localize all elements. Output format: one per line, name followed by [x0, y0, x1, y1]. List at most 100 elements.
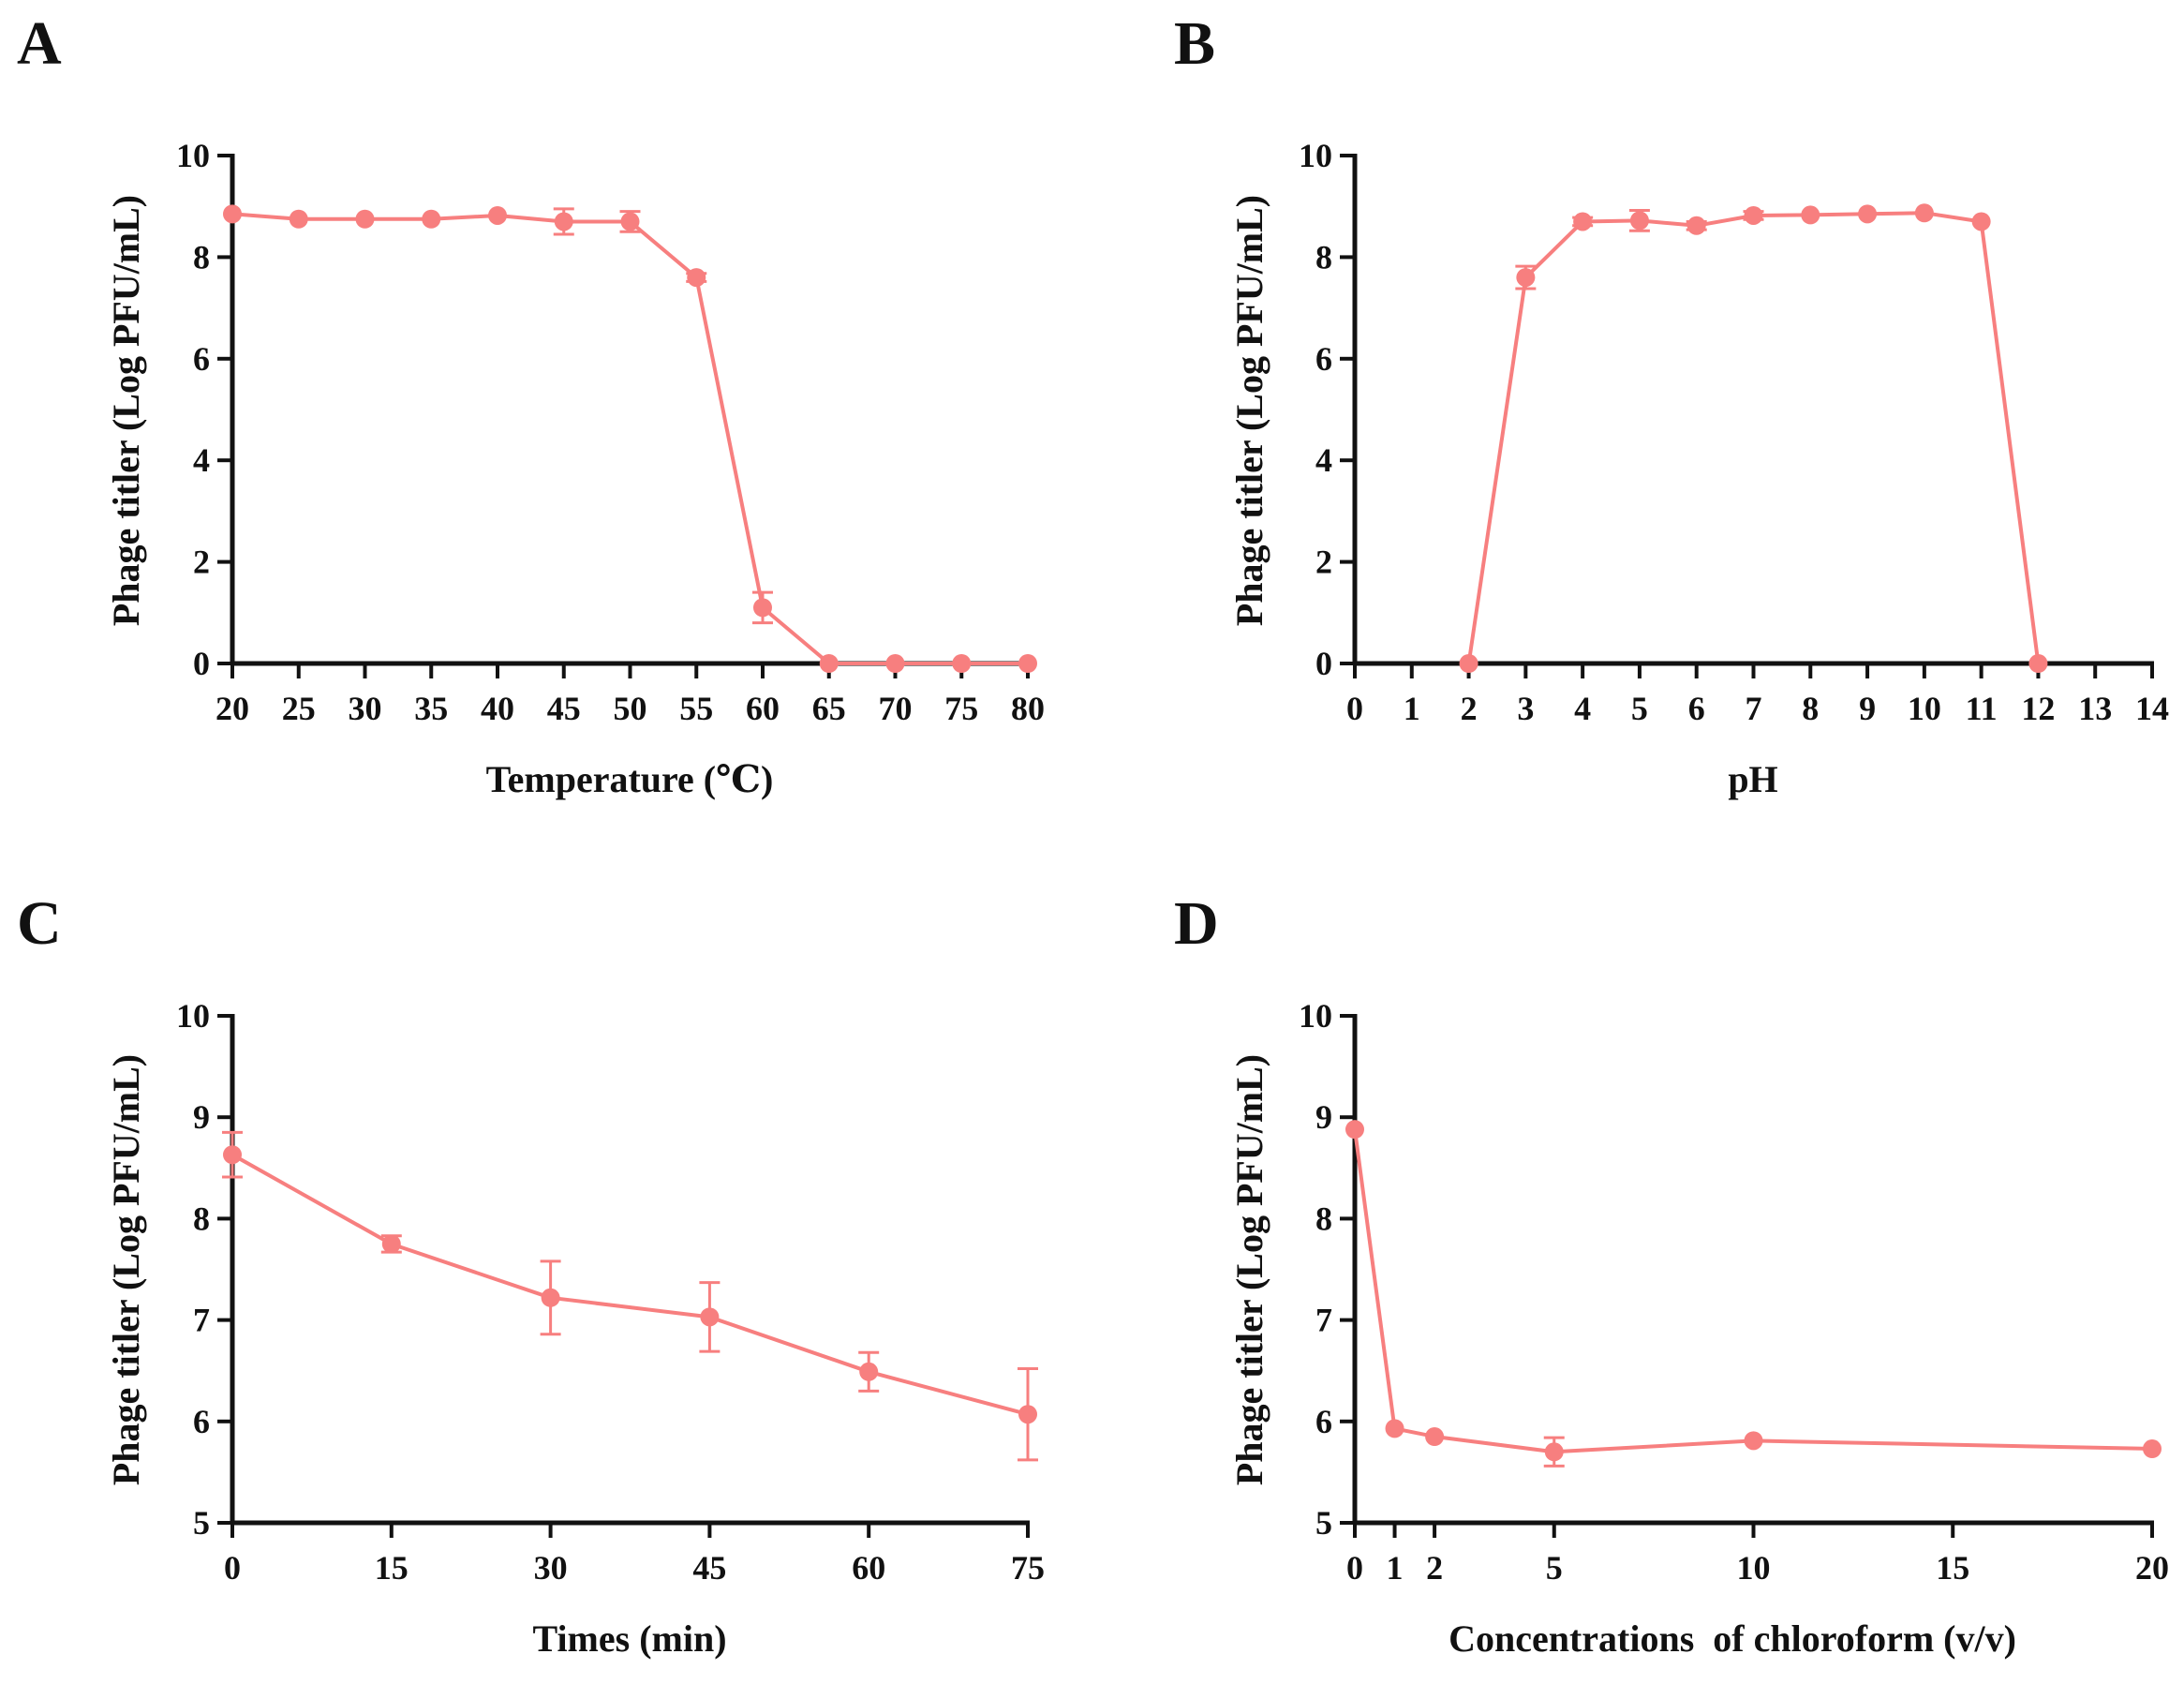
panel-d-data-point — [1744, 1431, 1763, 1451]
panel-a-data-point — [753, 598, 772, 618]
panel-c-data-point — [859, 1362, 879, 1381]
panel-c-letter: C — [17, 889, 62, 958]
panel-b-data-point — [2028, 654, 2048, 673]
panel-b-series-line — [1466, 211, 2041, 664]
panel-b-x-tick-label: 1 — [1404, 690, 1420, 727]
panel-a-x-tick-label: 35 — [414, 690, 448, 727]
panel-b-y-tick-label: 6 — [1315, 340, 1332, 378]
panel-b-x-tick-label: 7 — [1746, 690, 1762, 727]
panel-a-x-tick-label: 40 — [481, 690, 514, 727]
panel-a-data-point — [223, 204, 242, 224]
panel-d-series-line — [1353, 1128, 2153, 1454]
panel-d-y-tick-label: 5 — [1315, 1504, 1332, 1542]
panel-c-y-tick-label: 5 — [193, 1504, 210, 1542]
panel-a-x-axis-title: Temperature (℃) — [486, 758, 774, 800]
panel-a-x-tick-label: 75 — [944, 690, 978, 727]
panel-b-x-tick-label: 6 — [1688, 690, 1705, 727]
panel-d-y-tick-label: 8 — [1315, 1200, 1332, 1237]
panel-d-data-point — [1544, 1442, 1564, 1462]
panel-a-data-point — [952, 654, 972, 673]
panel-d-y-tick-label: 7 — [1315, 1302, 1332, 1339]
panel-a-y-tick-label: 2 — [193, 544, 210, 581]
panel-a-data-point — [422, 209, 441, 229]
panel-d-x-tick-label: 15 — [1936, 1549, 1969, 1587]
panel-b-letter: B — [1174, 9, 1215, 78]
panel-a: A 0 2 4 6 8 10 20 25 30 35 40 45 50 55 60 65 70 75 80 Temp… — [17, 9, 1045, 800]
panel-a-x-tick-label: 65 — [812, 690, 846, 727]
panel-c-y-tick-label: 9 — [193, 1098, 210, 1136]
panel-c-x-tick-label: 60 — [852, 1549, 885, 1587]
panel-c-y-tick-label: 6 — [193, 1403, 210, 1440]
panel-a-x-tick-label: 60 — [746, 690, 780, 727]
panel-b-data-point — [1573, 212, 1593, 231]
panel-b-data-point — [1686, 216, 1706, 235]
panel-b-y-tick-label: 8 — [1315, 238, 1332, 276]
panel-b-x-tick-label: 8 — [1802, 690, 1819, 727]
panel-b-x-axis-title: pH — [1728, 758, 1777, 800]
panel-a-y-tick-label: 10 — [176, 137, 210, 174]
panel-b-y-tick-label: 2 — [1315, 544, 1332, 581]
panel-b-x-tick-label: 5 — [1631, 690, 1648, 727]
panel-a-data-point — [620, 212, 640, 231]
panel-d-x-tick-label: 1 — [1387, 1549, 1404, 1587]
panel-a-letter: A — [17, 9, 62, 78]
panel-b-y-tick-label: 4 — [1315, 441, 1332, 479]
panel-b-y-tick-label: 10 — [1299, 137, 1332, 174]
panel-a-y-tick-label: 4 — [193, 441, 210, 479]
panel-a-data-point — [488, 205, 507, 225]
panel-d-y-tick-label: 6 — [1315, 1403, 1332, 1440]
panel-a-x-tick-label: 30 — [349, 690, 382, 727]
panel-a-x-tick-label: 25 — [282, 690, 316, 727]
panel-a-data-point — [1018, 654, 1037, 673]
panel-b-data-point — [1744, 205, 1763, 225]
panel-c-data-point — [381, 1234, 401, 1254]
panel-a-y-tick-label: 6 — [193, 340, 210, 378]
panel-b-y-tick-label: 0 — [1315, 645, 1332, 682]
panel-d-x-axis-title: Concentrations of chloroform (v/v) — [1449, 1617, 2016, 1660]
panel-a-series-line — [231, 212, 1028, 665]
panel-a-data-point — [885, 654, 905, 673]
panel-b-x-tick-label: 4 — [1574, 690, 1591, 727]
panel-b-x-tick-label: 10 — [1908, 690, 1941, 727]
panel-c-data-point — [1018, 1405, 1037, 1424]
panel-b-x-tick-label: 14 — [2135, 690, 2169, 727]
panel-a-x-tick-label: 20 — [215, 690, 249, 727]
panel-d-x-tick-label: 2 — [1426, 1549, 1443, 1587]
panel-c-x-axis-title: Times (min) — [532, 1617, 726, 1660]
panel-a-x-tick-label: 55 — [679, 690, 713, 727]
panel-c-data-point — [700, 1307, 720, 1327]
panel-a-data-point — [554, 212, 573, 231]
panel-a-x-tick-label: 50 — [614, 690, 647, 727]
panel-b-data-point — [1858, 204, 1878, 224]
panel-a-plot: 0 2 4 6 8 10 20 25 30 35 40 45 50 55 60 65 70 75 80 — [176, 137, 1045, 727]
panel-d-data-point — [1385, 1419, 1404, 1438]
panel-c: C 5 6 7 8 9 10 0 15 30 45 60 75 Times (min) Phage t… — [17, 889, 1045, 1660]
panel-d-data-point — [2143, 1439, 2162, 1459]
panel-a-data-point — [289, 209, 308, 229]
panel-a-data-point — [687, 268, 706, 288]
panel-c-data-point — [541, 1288, 560, 1307]
panel-a-x-tick-label: 80 — [1011, 690, 1045, 727]
panel-c-x-tick-label: 0 — [224, 1549, 241, 1587]
panel-b-x-tick-label: 0 — [1346, 690, 1363, 727]
panel-d-data-point — [1425, 1427, 1445, 1447]
panel-c-x-tick-label: 15 — [375, 1549, 409, 1587]
panel-b-x-tick-label: 13 — [2078, 690, 2112, 727]
panel-b-x-tick-label: 2 — [1461, 690, 1478, 727]
panel-d-letter: D — [1174, 889, 1219, 958]
panel-b-x-tick-label: 9 — [1859, 690, 1876, 727]
panel-c-y-tick-label: 10 — [176, 997, 210, 1035]
panel-a-x-tick-label: 70 — [879, 690, 913, 727]
panel-a-y-tick-label: 8 — [193, 238, 210, 276]
panel-b-x-tick-label: 12 — [2021, 690, 2055, 727]
panel-c-x-tick-label: 75 — [1011, 1549, 1045, 1587]
panel-d-data-point — [1345, 1120, 1364, 1140]
panel-d-x-tick-label: 0 — [1346, 1549, 1363, 1587]
panel-a-y-axis-title: Phage titler (Log PFU/mL) — [105, 195, 147, 626]
panel-b-x-tick-label: 3 — [1517, 690, 1534, 727]
panel-b-data-point — [1629, 211, 1649, 231]
panel-d: D 5 6 7 8 9 10 0 1 2 5 10 15 20 Concentrations of ch… — [1174, 889, 2169, 1660]
panel-d-plot: 5 6 7 8 9 10 0 1 2 5 10 15 20 — [1299, 997, 2169, 1587]
